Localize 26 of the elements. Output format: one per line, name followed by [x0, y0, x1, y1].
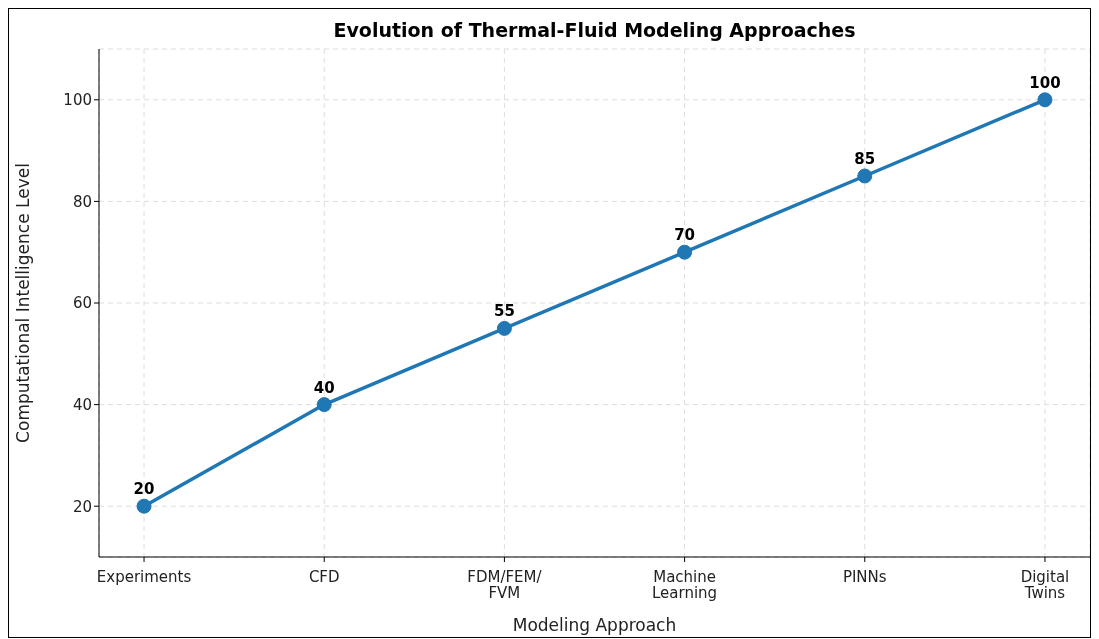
y-tick-label: 20 — [72, 497, 92, 516]
y-tick-label: 80 — [72, 192, 92, 211]
data-label: 40 — [313, 378, 335, 397]
x-tick-label: PINNs — [842, 567, 887, 586]
point — [857, 168, 873, 184]
point — [316, 397, 332, 413]
y-tick-label: 60 — [72, 294, 92, 313]
x-axis-title: Modeling Approach — [512, 615, 677, 635]
chart-title: Evolution of Thermal-Fluid Modeling Approaches — [332, 18, 857, 43]
x-tick-label: Digital Twins — [1020, 567, 1070, 602]
x-tick-label: Experiments — [96, 567, 192, 586]
x-tick-label: FDM/FEM/ FVM — [467, 567, 543, 602]
data-label: 85 — [854, 150, 876, 168]
y-axis-title: Computational Intelligence Level — [13, 163, 34, 443]
y-tick-label: 40 — [72, 395, 92, 414]
data-label: 100 — [1029, 73, 1061, 92]
data-label: 55 — [493, 302, 515, 321]
point — [1037, 92, 1053, 108]
x-tick-label: CFD — [308, 567, 340, 586]
point — [136, 498, 152, 514]
data-label: 70 — [674, 226, 696, 245]
point — [677, 244, 693, 260]
point — [496, 320, 512, 336]
y-tick-label: 100 — [63, 91, 92, 110]
x-tick-label: Machine Learning — [652, 567, 718, 602]
data-label: 20 — [133, 480, 155, 499]
